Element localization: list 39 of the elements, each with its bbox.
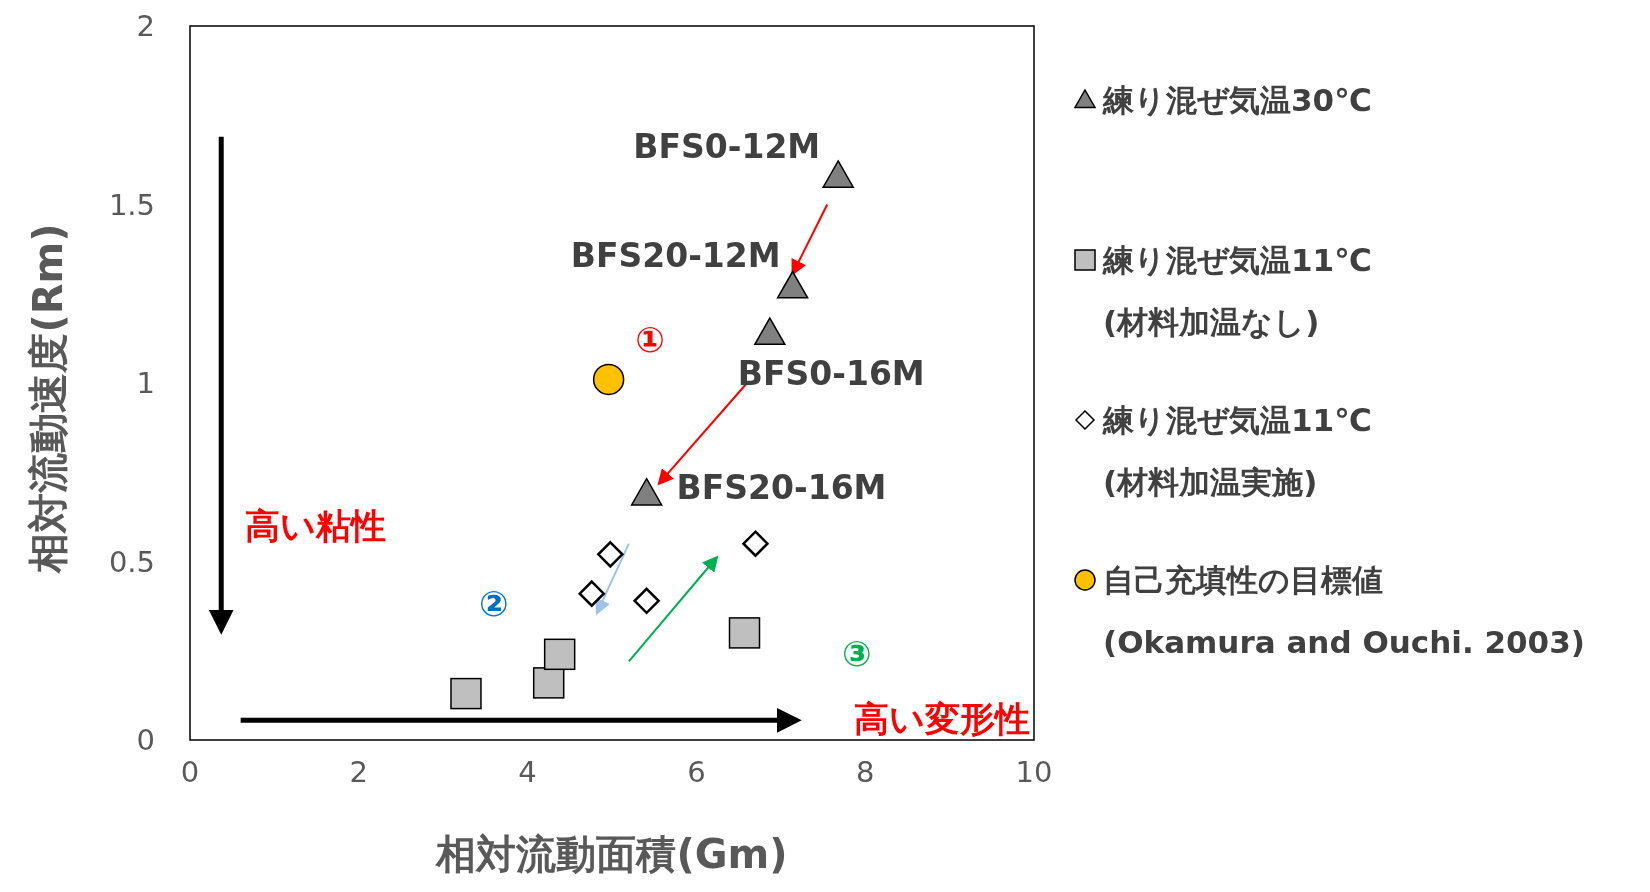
point <box>532 667 565 699</box>
legend-label: 自己充填性の目標値 (Okamura and Ouchi. 2003) <box>1103 562 1585 660</box>
point <box>592 363 625 396</box>
y-tick-label: 0.5 <box>108 544 155 579</box>
annotation: ③ <box>841 634 872 675</box>
y-tick-label: 1.5 <box>108 187 155 222</box>
point <box>450 677 482 710</box>
y-axis-title: 相対流動速度(Rm) <box>25 223 71 574</box>
x-tick-label: 0 <box>180 755 200 789</box>
annotation: BFS0-12M <box>633 126 821 166</box>
annotation: BFS0-16M <box>737 354 925 394</box>
point <box>742 530 769 557</box>
x-tick-label: 4 <box>518 755 537 789</box>
point <box>597 541 624 568</box>
y-tick-label: 1 <box>136 366 155 400</box>
point <box>728 617 761 649</box>
legend-label: 練り混ぜ気温30℃ <box>1102 82 1372 118</box>
point <box>776 270 809 299</box>
point <box>578 580 605 607</box>
point <box>822 160 854 188</box>
legend-label: 練り混ぜ気温11℃ (材料加温実施) <box>1102 402 1372 500</box>
annotation: BFS20-16M <box>676 467 887 507</box>
y-tick-label: 2 <box>136 9 155 43</box>
legend-label: 練り混ぜ気温11℃ (材料加温なし) <box>1102 242 1372 340</box>
x-tick-label: 2 <box>349 755 369 789</box>
x-tick-label: 8 <box>855 755 875 789</box>
point <box>543 638 576 671</box>
point <box>630 477 663 506</box>
annotation: ② <box>479 584 509 625</box>
annotation: 高い変形性 <box>853 698 1030 739</box>
point <box>633 587 660 615</box>
annotation: ① <box>635 320 665 361</box>
annotation: BFS20-12M <box>570 235 781 275</box>
x-axis-title: 相対流動面積(Gm) <box>435 831 788 877</box>
annotation: 高い粘性 <box>244 505 386 546</box>
y-tick-label: 0 <box>136 723 155 757</box>
x-tick-label: 6 <box>687 755 706 789</box>
x-tick-label: 10 <box>1015 755 1053 789</box>
point <box>754 317 786 346</box>
